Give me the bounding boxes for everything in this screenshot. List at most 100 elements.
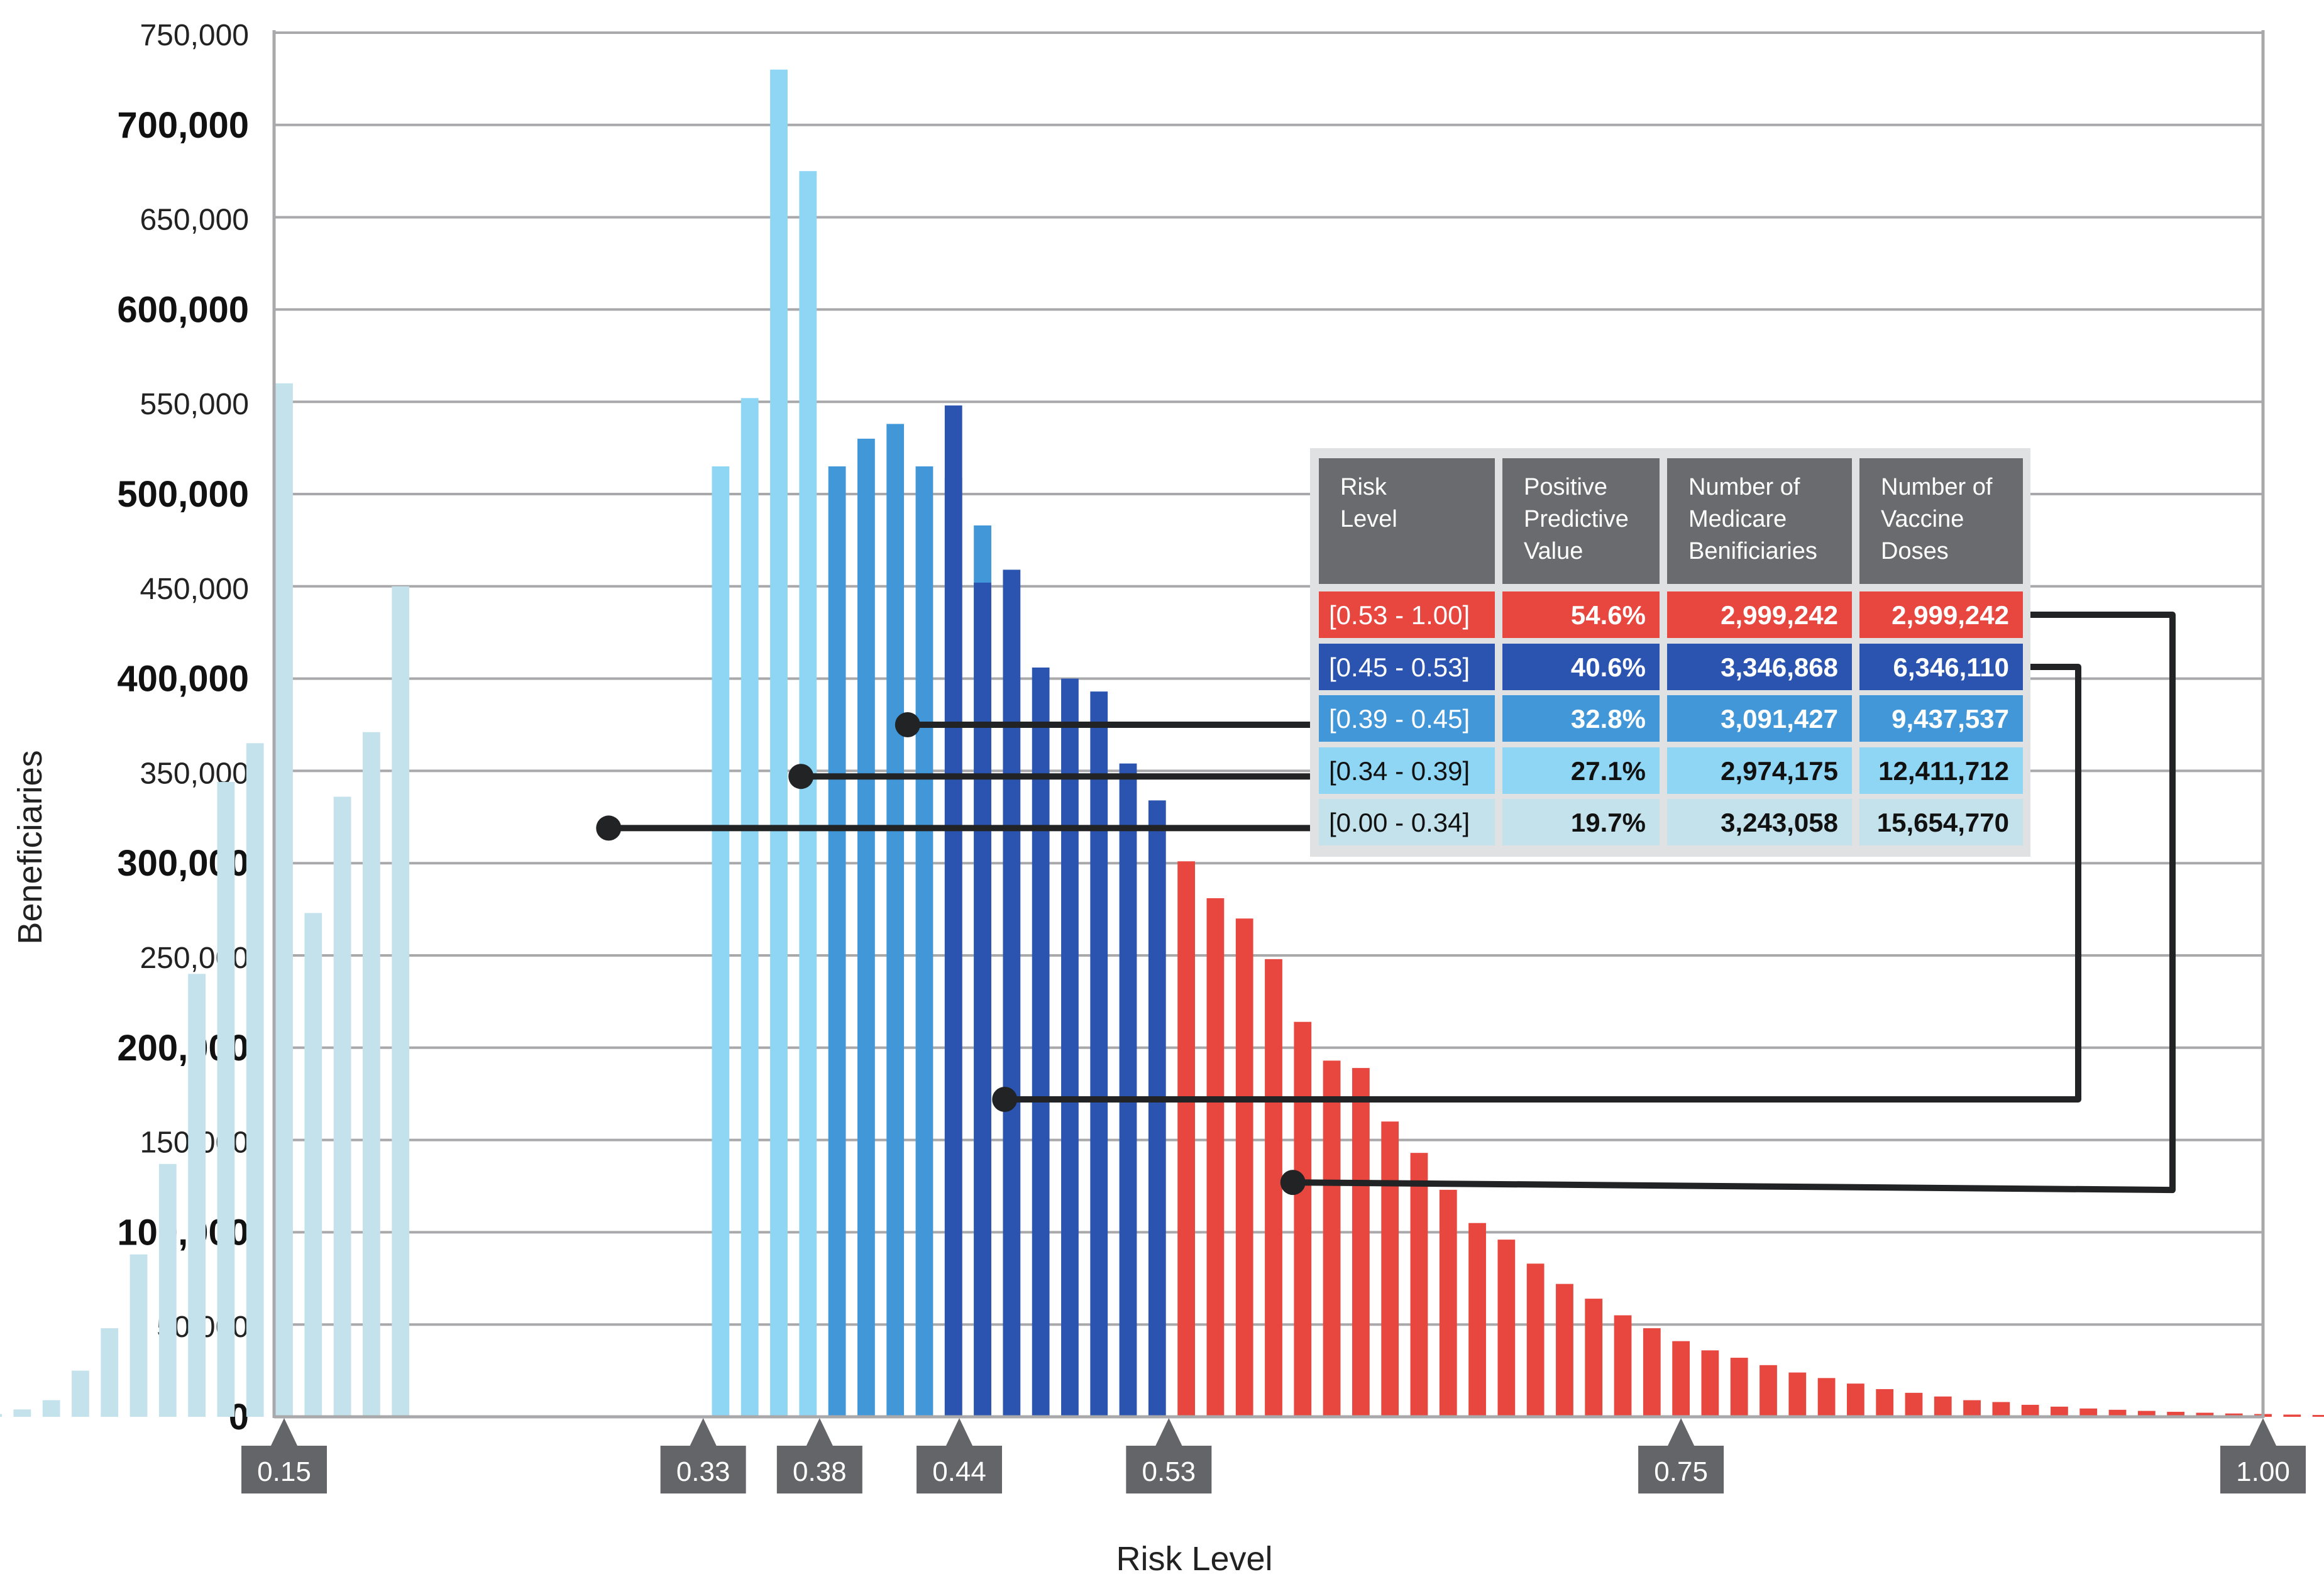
y-tick-label: 500,000 xyxy=(117,474,249,515)
x-marker-label: 0.53 xyxy=(1142,1456,1196,1487)
y-axis-title: Beneficiaries xyxy=(11,750,49,944)
histogram-bar xyxy=(1294,1021,1312,1417)
histogram-bar xyxy=(217,782,235,1417)
histogram-bar xyxy=(13,1409,31,1417)
table-cell-ppv: 27.1% xyxy=(1571,756,1646,786)
table-cell xyxy=(1319,695,1495,742)
table-cell-doses: 2,999,242 xyxy=(1892,600,2009,630)
table-header-text: Benificiaries xyxy=(1688,538,1817,564)
marker-pointer xyxy=(689,1418,717,1447)
table-header-cell xyxy=(1502,458,1660,584)
table-cell-ppv: 19.7% xyxy=(1571,808,1646,837)
table-cell-doses: 9,437,537 xyxy=(1892,704,2009,734)
histogram-bar xyxy=(188,974,206,1417)
histogram-bar xyxy=(1003,569,1021,1417)
x-marker-label: 1.00 xyxy=(2236,1456,2290,1487)
plot-frame xyxy=(272,30,2265,1419)
histogram-bar xyxy=(1730,1358,1748,1417)
histogram-bar xyxy=(1381,1121,1399,1417)
marker-box xyxy=(660,1446,746,1493)
histogram-bar xyxy=(915,466,933,1417)
table-cell-ppv: 40.6% xyxy=(1571,652,1646,682)
histogram-bar xyxy=(944,405,962,1417)
table-cell-beneficiaries: 3,243,058 xyxy=(1721,808,1838,837)
table-cell xyxy=(1319,591,1495,638)
table-cell xyxy=(1859,747,2023,794)
y-tick-label: 750,000 xyxy=(140,19,249,52)
table-cell-level: [0.45 - 0.53] xyxy=(1329,652,1470,682)
table-cell xyxy=(1502,747,1660,794)
histogram-bar xyxy=(2225,1413,2243,1417)
histogram-bar xyxy=(1410,1153,1428,1417)
table-header-text: Number of xyxy=(1881,474,1993,500)
histogram-bar xyxy=(2167,1412,2185,1417)
table-header-text: Medicare xyxy=(1688,506,1787,532)
marker-box xyxy=(2220,1446,2306,1493)
histogram-bar xyxy=(1206,898,1225,1417)
histogram-bar xyxy=(2137,1411,2156,1417)
table-cell-ppv: 32.8% xyxy=(1571,704,1646,734)
histogram-bar xyxy=(129,1254,148,1417)
y-tick-label: 400,000 xyxy=(117,659,249,700)
table-cell-ppv: 54.6% xyxy=(1571,600,1646,630)
callout-dot xyxy=(788,764,814,789)
histogram-bar xyxy=(1526,1263,1545,1417)
marker-box xyxy=(1638,1446,1724,1493)
table-header-cell xyxy=(1859,458,2023,584)
x-marker-label: 0.33 xyxy=(676,1456,730,1487)
table-cell xyxy=(1667,591,1852,638)
histogram-bar xyxy=(712,466,730,1417)
x-marker-label: 0.44 xyxy=(932,1456,986,1487)
histogram-bar xyxy=(1032,667,1050,1417)
histogram-bar xyxy=(42,1400,60,1417)
table-cell xyxy=(1667,695,1852,742)
table-header-text: Value xyxy=(1524,538,1583,564)
y-tick-label: 450,000 xyxy=(140,573,249,606)
callout-line xyxy=(1005,664,2081,1103)
marker-pointer xyxy=(270,1418,298,1447)
histogram-bar xyxy=(304,913,322,1417)
histogram-bar xyxy=(0,1414,2,1417)
histogram-bar xyxy=(72,1370,89,1417)
table-cell-level: [0.00 - 0.34] xyxy=(1329,808,1470,837)
histogram-bar xyxy=(2283,1414,2301,1417)
table-cell xyxy=(1859,799,2023,845)
table-cell xyxy=(1667,799,1852,845)
marker-pointer xyxy=(1155,1418,1183,1447)
table-cell-doses: 15,654,770 xyxy=(1877,808,2009,837)
x-axis-risk-markers: 0.15 0.33 0.38 0.44 0.53 0.75 1.00 xyxy=(241,1418,2306,1493)
histogram-bar xyxy=(1352,1068,1370,1417)
table-cell-doses: 6,346,110 xyxy=(1893,652,2009,682)
histogram-bar xyxy=(1265,959,1282,1417)
marker-box xyxy=(241,1446,327,1493)
histogram-bar xyxy=(741,398,759,1417)
table-cell xyxy=(1502,799,1660,845)
histogram-bar xyxy=(1439,1189,1457,1417)
histogram-bar xyxy=(1672,1341,1690,1417)
table-cell xyxy=(1502,644,1660,690)
histogram-bar xyxy=(392,586,410,1417)
risk-summary-table: Risk Level Positive Predictive Value Number o… xyxy=(1310,448,2030,857)
table-header-text: Positive xyxy=(1524,474,1607,500)
table-cell-beneficiaries: 3,091,427 xyxy=(1721,704,1838,734)
histogram-bar xyxy=(2051,1406,2068,1417)
marker-pointer xyxy=(1667,1418,1695,1447)
histogram-bar xyxy=(362,732,380,1417)
histogram-bar xyxy=(1061,678,1079,1417)
histogram-bar xyxy=(1614,1315,1632,1417)
histogram-bar xyxy=(1934,1396,1952,1417)
table-cell-level: [0.53 - 1.00] xyxy=(1329,600,1470,630)
x-marker-label: 0.38 xyxy=(793,1456,847,1487)
histogram-bar xyxy=(2312,1415,2324,1417)
table-cell-beneficiaries: 2,999,242 xyxy=(1721,600,1838,630)
y-tick-label: 550,000 xyxy=(140,388,249,421)
marker-box xyxy=(917,1446,1003,1493)
histogram-bar xyxy=(1846,1383,1864,1417)
histogram-bar xyxy=(1701,1350,1719,1417)
y-tick-label: 600,000 xyxy=(117,289,249,330)
histogram-bar xyxy=(2196,1412,2214,1417)
histogram-bar xyxy=(1235,918,1253,1417)
table-header-cell xyxy=(1667,458,1852,584)
table-cell-beneficiaries: 3,346,868 xyxy=(1721,652,1838,682)
histogram-bar xyxy=(974,582,991,1417)
